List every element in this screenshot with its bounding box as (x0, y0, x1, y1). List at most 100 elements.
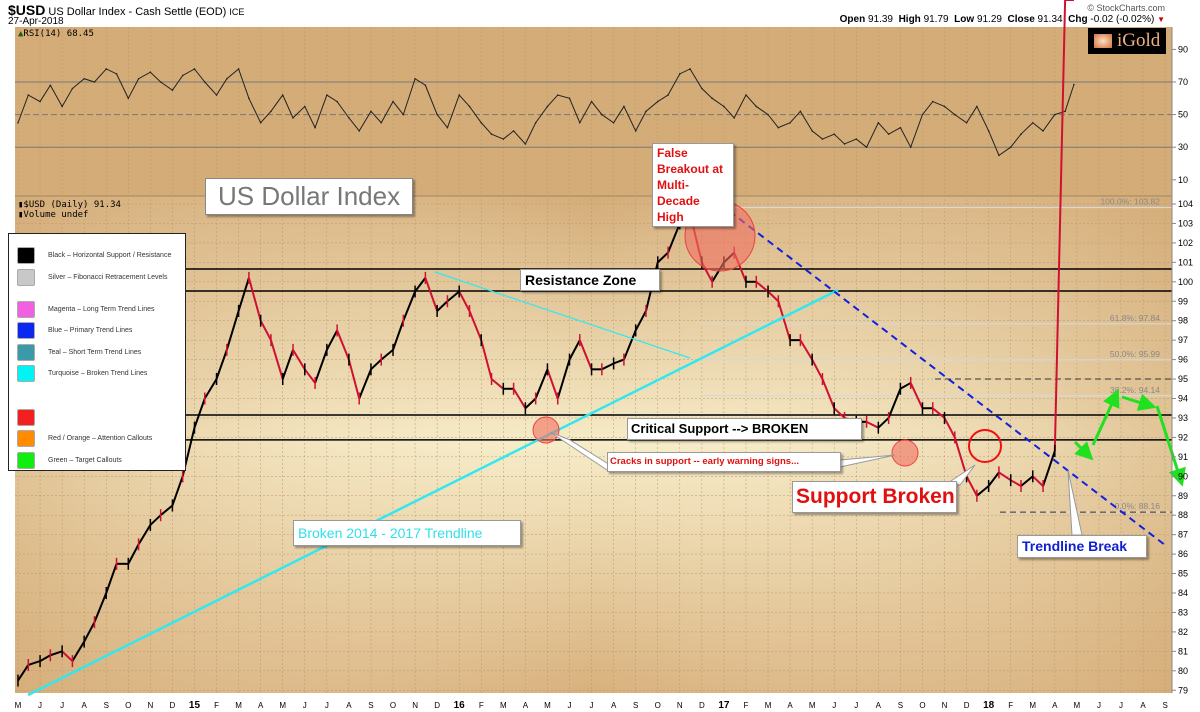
x-tick-label: N (677, 701, 683, 710)
cracks-callout: Cracks in support -- early warning signs… (607, 452, 841, 472)
legend-swatch (17, 344, 35, 361)
x-tick-label: D (964, 701, 970, 710)
instrument-name: US Dollar Index - Cash Settle (EOD) (48, 6, 227, 18)
price-segment (613, 358, 625, 365)
price-segment (1042, 450, 1056, 487)
price-segment (1010, 479, 1022, 487)
y-tick-label: 92 (1178, 432, 1188, 442)
y-tick-label: 100 (1178, 277, 1193, 287)
price-segment (1053, 0, 1067, 452)
rsi-point (226, 77, 228, 80)
rsi-point (865, 146, 868, 148)
rsi-icon: ▲ (18, 29, 24, 39)
x-tick-label: 15 (189, 700, 201, 711)
crack-circle-1 (532, 416, 560, 444)
price-segment (225, 310, 240, 351)
x-tick-label: M (1029, 701, 1036, 710)
rsi-point (556, 94, 559, 96)
trendlines (27, 203, 1166, 697)
rsi-point (645, 110, 647, 113)
chart-title: $USD US Dollar Index - Cash Settle (EOD)… (8, 2, 244, 18)
resistance-zone-label: Resistance Zone (520, 269, 660, 291)
y-tick-label: 79 (1178, 685, 1188, 695)
y-tick-label: 96 (1178, 355, 1188, 365)
price-segment (657, 251, 669, 264)
rsi-point (380, 121, 383, 124)
rsi-point (789, 121, 791, 124)
x-tick-label: F (744, 701, 749, 710)
rsi-point (546, 105, 549, 108)
price-segment (237, 277, 250, 312)
price-segment (402, 291, 417, 322)
price-segment (833, 407, 846, 419)
price-segment (755, 281, 769, 293)
x-tick-label: O (655, 701, 661, 710)
price-segment (160, 504, 174, 516)
trendline-break-callout: Trendline Break (1017, 535, 1147, 558)
legend-swatch (17, 269, 35, 286)
price-segment (578, 339, 593, 370)
price-segment (767, 290, 780, 302)
rsi-point (446, 126, 449, 129)
x-tick-label: A (787, 701, 793, 710)
rsi-point (612, 121, 615, 124)
rsi-point (767, 113, 769, 116)
price-label: ▮$USD (Daily) 91.34 ▮Volume undef (18, 200, 121, 220)
rsi-point (909, 146, 912, 148)
fibonacci-label: 50.0%: 95.99 (1110, 349, 1160, 359)
rsi-point (711, 97, 713, 100)
rsi-point (237, 68, 240, 70)
rsi-point (1009, 146, 1012, 148)
rsi-point (27, 94, 30, 96)
price-segment (137, 524, 152, 545)
fibonacci-label: 100.0%: 103.82 (1100, 197, 1160, 207)
rsi-point (61, 105, 63, 108)
legend-item (17, 409, 48, 426)
x-tick-label: M (235, 701, 242, 710)
x-tick-label: M (809, 701, 816, 710)
rsi-point (601, 113, 603, 116)
rsi-point (965, 121, 968, 124)
price-segment (568, 339, 581, 361)
price-segment (193, 398, 206, 429)
price-segment (534, 368, 549, 399)
price-segment (799, 339, 814, 361)
rsi-point (270, 110, 272, 113)
legend-item: Black – Horizontal Support / Resistance (17, 247, 171, 264)
rsi-point (1042, 130, 1044, 132)
rsi-point (667, 94, 669, 96)
x-tick-label: N (412, 701, 418, 710)
y-tick-label: 97 (1178, 335, 1188, 345)
price-segment (480, 339, 493, 380)
y-tick-label: 84 (1178, 588, 1188, 598)
rsi-point (303, 105, 306, 108)
target-arrow-icon (1091, 388, 1120, 446)
rsi-point (578, 121, 581, 124)
price-segment (292, 349, 306, 370)
rsi-point (1031, 121, 1034, 124)
x-tick-label: O (125, 701, 131, 710)
price-segment (777, 300, 792, 341)
price-segment (171, 475, 184, 506)
rsi-point (336, 100, 338, 103)
rsi-point (171, 89, 174, 91)
price-segment (358, 368, 372, 399)
legend-swatch (17, 301, 35, 318)
y-tick-label: 85 (1178, 569, 1188, 579)
price-segment (899, 382, 912, 390)
rsi-point (833, 133, 836, 135)
rsi-point (976, 105, 978, 108)
y-tick-label: 104 (1178, 199, 1193, 209)
rsi-point (745, 94, 747, 96)
rsi-tick-label: 30 (1178, 142, 1188, 152)
rsi-point (259, 121, 262, 124)
price-segment (39, 654, 51, 662)
price-segment (998, 471, 1012, 482)
rsi-point (887, 133, 890, 135)
rsi-tick-label: 70 (1178, 77, 1188, 87)
x-tick-label: A (1052, 701, 1058, 710)
x-tick-label: 16 (454, 700, 466, 711)
price-segment (247, 277, 262, 321)
price-segment (446, 290, 460, 303)
y-tick-label: 89 (1178, 491, 1188, 501)
